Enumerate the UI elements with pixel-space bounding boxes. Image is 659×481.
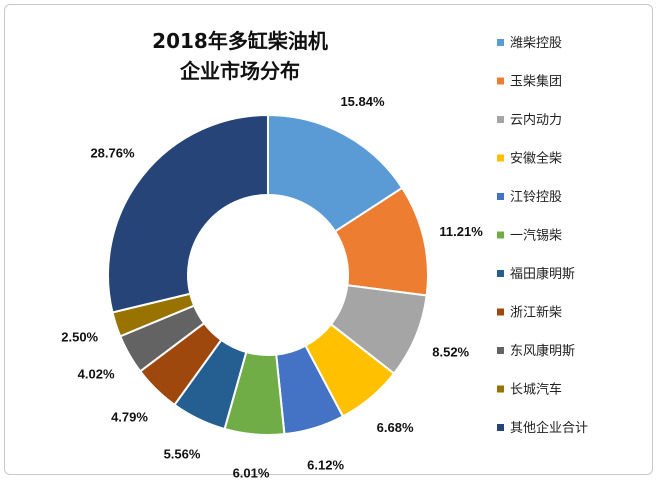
data-label-11: 28.76%: [90, 146, 135, 161]
legend-swatch-7: [497, 270, 504, 277]
legend-label-4: 安徽全柴: [510, 151, 562, 167]
legend-label-3: 云内动力: [510, 112, 562, 128]
chart-title-line-1: 2018年多缸柴油机: [152, 29, 328, 53]
data-label-8: 4.79%: [111, 410, 148, 425]
data-label-9: 4.02%: [78, 366, 115, 381]
legend-swatch-1: [497, 39, 504, 46]
data-label-1: 15.84%: [340, 94, 385, 109]
legend-swatch-5: [497, 193, 504, 200]
data-label-5: 6.12%: [307, 457, 344, 472]
legend-label-2: 玉柴集团: [510, 74, 562, 90]
data-labels: 15.84% 11.21% 8.52% 6.68% 6.12% 6.01% 5.56% 4.7…: [61, 94, 483, 480]
legend: 潍柴控股玉柴集团云内动力安徽全柴江铃控股一汽锡柴福田康明斯浙江新柴东风康明斯长城…: [497, 36, 588, 436]
legend-label-8: 浙江新柴: [510, 305, 562, 321]
data-label-4: 6.68%: [377, 420, 414, 435]
legend-label-6: 一汽锡柴: [510, 229, 562, 244]
data-label-7: 5.56%: [164, 446, 201, 461]
legend-swatch-3: [497, 116, 504, 123]
legend-swatch-4: [497, 154, 504, 162]
legend-swatch-6: [497, 231, 504, 239]
slice-1: [267, 113, 404, 233]
legend-swatch-10: [497, 385, 504, 393]
legend-label-7: 福田康明斯: [510, 266, 575, 282]
legend-swatch-8: [497, 308, 504, 316]
legend-label-5: 江铃控股: [510, 190, 562, 205]
data-label-10: 2.50%: [61, 329, 98, 344]
legend-swatch-2: [497, 77, 504, 85]
legend-label-10: 长城汽车: [510, 382, 562, 398]
data-label-6: 6.01%: [233, 465, 270, 480]
legend-swatch-9: [497, 347, 504, 354]
legend-swatch-11: [497, 424, 504, 431]
legend-label-9: 东风康明斯: [510, 343, 575, 359]
slice-11: [107, 113, 269, 314]
legend-label-11: 其他企业合计: [510, 420, 588, 436]
data-label-3: 8.52%: [432, 344, 469, 359]
chart-title-line-2: 企业市场分布: [179, 59, 300, 83]
donut-slices: [107, 113, 429, 436]
data-label-2: 11.21%: [439, 224, 483, 239]
legend-label-1: 潍柴控股: [510, 36, 562, 51]
